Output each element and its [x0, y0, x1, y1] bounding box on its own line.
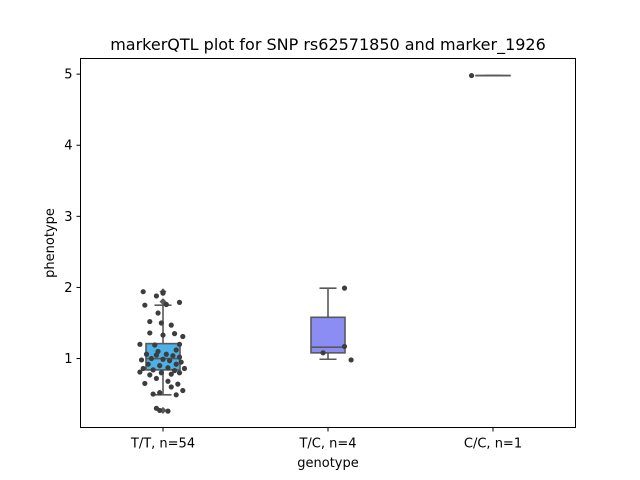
- data-point: [165, 378, 171, 384]
- data-point: [147, 318, 153, 325]
- data-point: [147, 372, 153, 378]
- data-point: [153, 405, 159, 411]
- data-point: [158, 320, 164, 326]
- data-point: [153, 352, 159, 358]
- y-tick-label: 5: [64, 68, 72, 83]
- data-point: [180, 333, 186, 340]
- data-point: [153, 293, 159, 299]
- data-point: [168, 384, 174, 390]
- data-point: [176, 354, 183, 360]
- data-point: [150, 391, 156, 397]
- x-tick-label: T/C, n=4: [298, 437, 356, 452]
- data-point: [176, 341, 183, 347]
- data-point: [165, 408, 171, 414]
- data-point: [171, 368, 178, 374]
- x-tick-label: T/T, n=54: [130, 437, 195, 452]
- data-point: [163, 301, 169, 308]
- data-point: [173, 392, 179, 398]
- data-point: [138, 357, 145, 363]
- data-point: [150, 367, 156, 373]
- data-point: [341, 343, 348, 350]
- data-point: [176, 299, 183, 305]
- data-point: [158, 370, 164, 376]
- data-point: [173, 361, 179, 367]
- data-point: [341, 285, 348, 291]
- data-point: [143, 351, 150, 357]
- plot-area: [137, 72, 511, 414]
- x-axis-label: genotype: [297, 456, 358, 471]
- y-tick-label: 4: [64, 139, 72, 154]
- y-tick-label: 1: [64, 352, 72, 367]
- data-point: [160, 356, 166, 362]
- data-point: [152, 342, 158, 348]
- plot-frame: [80, 58, 576, 428]
- data-point: [137, 369, 143, 375]
- data-point: [148, 355, 155, 362]
- data-point: [170, 353, 176, 359]
- box-group-1: [310, 287, 346, 361]
- data-point: [468, 72, 475, 79]
- y-tick-label: 2: [64, 281, 72, 296]
- data-point: [157, 363, 163, 369]
- data-point: [178, 359, 184, 365]
- data-point: [176, 370, 183, 376]
- data-point: [180, 387, 186, 394]
- data-point: [142, 380, 148, 387]
- data-point: [175, 381, 181, 387]
- data-point: [153, 375, 159, 382]
- data-point: [155, 310, 161, 316]
- data-point: [167, 358, 173, 364]
- data-point: [163, 351, 169, 357]
- data-point: [165, 365, 171, 371]
- x-tick-label: C/C, n=1: [464, 437, 522, 452]
- chart-title: markerQTL plot for SNP rs62571850 and ma…: [110, 35, 546, 55]
- data-point: [160, 332, 166, 338]
- data-point: [320, 350, 326, 356]
- data-point: [348, 357, 354, 363]
- y-axis: 1 2 3 4 5: [64, 68, 81, 367]
- data-point: [168, 371, 174, 377]
- y-tick-label: 3: [64, 210, 72, 225]
- data-point: [140, 289, 146, 295]
- data-point: [171, 331, 178, 337]
- x-axis: T/T, n=54 T/C, n=4 C/C, n=1: [130, 427, 522, 452]
- data-point: [181, 365, 188, 372]
- data-point: [157, 390, 163, 396]
- y-axis-label: phenotype: [43, 208, 58, 278]
- data-point: [147, 330, 153, 336]
- data-point: [168, 322, 174, 328]
- data-point: [137, 341, 143, 347]
- data-point: [140, 365, 146, 372]
- data-point: [173, 347, 179, 353]
- data-point: [145, 361, 151, 367]
- data-point: [160, 290, 166, 296]
- data-point: [142, 302, 148, 308]
